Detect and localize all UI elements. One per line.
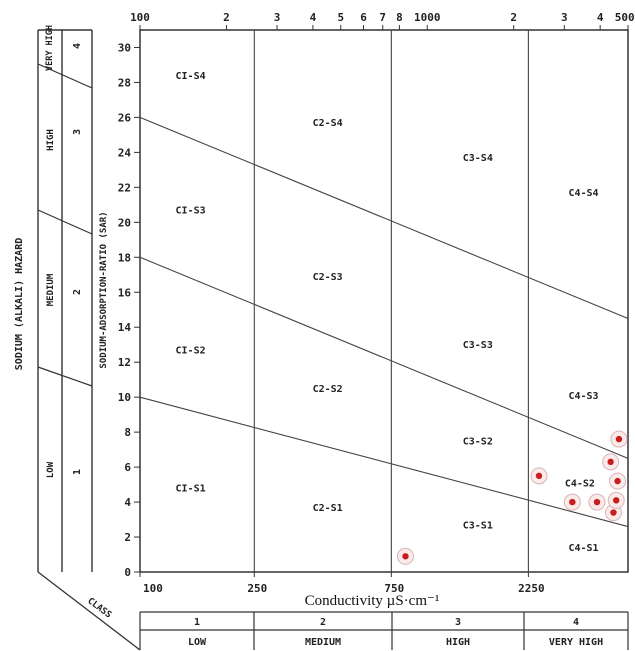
sample-point-0 <box>402 553 409 560</box>
hazard-num-2: 2 <box>72 289 83 295</box>
y-axis-label: SODIUM-ADSORPTION-RATIO (SAR) <box>99 211 109 368</box>
class-num-1: 1 <box>194 617 200 628</box>
y-tick-label-10: 20 <box>118 216 131 229</box>
sample-point-7 <box>614 477 621 485</box>
y-tick-label-13: 26 <box>118 111 132 124</box>
y-tick-label-1: 2 <box>124 531 131 544</box>
class-num-4: 4 <box>573 617 579 628</box>
sample-point-2 <box>569 498 576 506</box>
y-tick-label-7: 14 <box>118 321 132 334</box>
top-tick-label-11: 4 <box>597 11 604 24</box>
region-label-ci-s3: CI-S3 <box>176 206 206 217</box>
y-tick-label-2: 4 <box>124 496 131 509</box>
y-tick-label-8: 16 <box>118 286 132 299</box>
sample-point-1 <box>535 472 543 480</box>
top-tick-label-7: 8 <box>396 11 403 24</box>
hazard-num-3: 3 <box>72 129 83 135</box>
sodium-hazard-title: SODIUM (ALKALI) HAZARD <box>14 238 25 370</box>
top-tick-label-5: 6 <box>360 11 367 24</box>
y-tick-label-12: 24 <box>118 146 132 159</box>
top-tick-label-4: 5 <box>337 11 344 24</box>
bottom-tick-label-2: 750 <box>384 582 404 595</box>
region-label-c2-s2: C2-S2 <box>313 384 343 395</box>
bottom-tick-label-0: 100 <box>143 582 163 595</box>
top-tick-label-3: 4 <box>310 11 317 24</box>
region-label-c3-s3: C3-S3 <box>463 340 493 351</box>
y-tick-label-11: 22 <box>118 181 131 194</box>
class-name-very-high: VERY HIGH <box>549 637 603 648</box>
region-label-c4-s2: C4-S2 <box>565 478 595 489</box>
top-tick-label-0: 100 <box>130 11 150 24</box>
sodium-hazard-panel: SODIUM (ALKALI) HAZARD VERY HIGH 4 HIGH … <box>14 25 93 572</box>
class-num-3: 3 <box>455 617 461 628</box>
region-label-c2-s3: C2-S3 <box>313 272 343 283</box>
region-label-ci-s2: CI-S2 <box>176 345 206 356</box>
bottom-tick-label-3: 2250 <box>518 582 545 595</box>
y-tick-label-14: 28 <box>118 76 131 89</box>
top-tick-label-9: 2 <box>510 11 517 24</box>
top-tick-label-1: 2 <box>223 11 230 24</box>
region-label-c3-s4: C3-S4 <box>463 153 493 164</box>
hazard-level-medium: MEDIUM <box>46 273 56 306</box>
y-tick-label-9: 18 <box>118 251 131 264</box>
x-axis-label: Conductivity µS·cm⁻¹ <box>305 593 440 609</box>
region-label-c3-s2: C3-S2 <box>463 436 493 447</box>
y-tick-label-3: 6 <box>124 461 131 474</box>
region-label-c2-s4: C2-S4 <box>313 118 343 129</box>
hazard-boundary-1 <box>139 396 629 528</box>
sample-point-6 <box>613 497 620 504</box>
sample-point-3 <box>593 498 601 506</box>
hazard-level-very-high: VERY HIGH <box>45 25 55 71</box>
sample-point-5 <box>610 509 617 516</box>
y-tick-label-6: 12 <box>118 356 131 369</box>
y-tick-label-15: 30 <box>118 41 131 54</box>
region-label-c4-s1: C4-S1 <box>568 543 598 554</box>
top-tick-label-6: 7 <box>379 11 386 24</box>
region-label-ci-s4: CI-S4 <box>176 71 206 82</box>
top-tick-label-8: 1000 <box>414 11 441 24</box>
hazard-boundary-2 <box>139 256 629 459</box>
class-name-high: HIGH <box>446 637 470 648</box>
region-label-c4-s3: C4-S3 <box>568 391 598 402</box>
region-label-ci-s1: CI-S1 <box>176 484 206 495</box>
hazard-num-1: 1 <box>72 469 83 475</box>
region-label-c4-s4: C4-S4 <box>568 188 598 199</box>
region-label-c3-s1: C3-S1 <box>463 520 493 531</box>
sample-point-8 <box>615 435 623 443</box>
y-tick-label-4: 8 <box>124 426 131 439</box>
class-name-medium: MEDIUM <box>305 637 341 648</box>
salinity-class-panel: CLASS 1 2 3 4 LOW MEDIUM HIGH VERY HIGH <box>37 571 629 651</box>
y-tick-label-5: 10 <box>118 391 131 404</box>
top-tick-label-12: 5000 <box>615 11 635 24</box>
plot-frame <box>139 29 629 573</box>
hazard-level-low: LOW <box>46 461 56 478</box>
bottom-tick-label-1: 250 <box>247 582 267 595</box>
region-label-c2-s1: C2-S1 <box>313 503 343 514</box>
hazard-num-4: 4 <box>72 43 83 49</box>
class-num-2: 2 <box>320 617 326 628</box>
top-tick-label-10: 3 <box>561 11 568 24</box>
sample-point-4 <box>607 458 614 466</box>
class-name-low: LOW <box>188 637 207 648</box>
plot-area: 1002345678100023450001002507502250024681… <box>118 11 635 595</box>
top-tick-label-2: 3 <box>274 11 281 24</box>
hazard-level-high: HIGH <box>46 129 56 151</box>
hazard-boundary-3 <box>139 116 629 319</box>
y-tick-label-0: 0 <box>124 566 131 579</box>
